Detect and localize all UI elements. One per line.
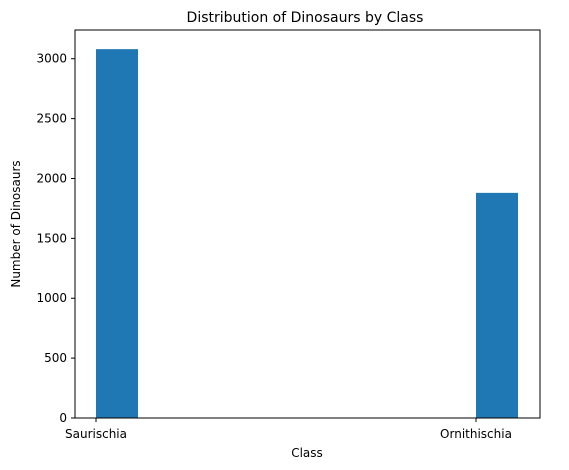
bar-ornithischia <box>476 192 518 418</box>
bars-group <box>96 49 518 418</box>
x-tick-label: Saurischia <box>65 427 127 441</box>
y-tick-label: 0 <box>59 411 67 425</box>
y-tick-label: 1000 <box>36 291 67 305</box>
chart-title: Distribution of Dinosaurs by Class <box>187 10 424 26</box>
y-tick-label: 1500 <box>36 231 67 245</box>
x-tick-label: Ornithischia <box>440 427 512 441</box>
y-axis-label: Number of Dinosaurs <box>9 160 23 287</box>
y-tick-label: 3000 <box>36 52 67 66</box>
bar-saurischia <box>96 49 138 418</box>
y-tick-label: 2500 <box>36 112 67 126</box>
x-axis: Saurischia Ornithischia <box>65 418 512 441</box>
y-tick-label: 2000 <box>36 171 67 185</box>
y-axis: 0 500 1000 1500 2000 2500 3000 <box>36 52 75 425</box>
y-tick-label: 500 <box>44 351 67 365</box>
x-axis-label: Class <box>291 446 323 460</box>
plot-frame <box>74 29 541 419</box>
